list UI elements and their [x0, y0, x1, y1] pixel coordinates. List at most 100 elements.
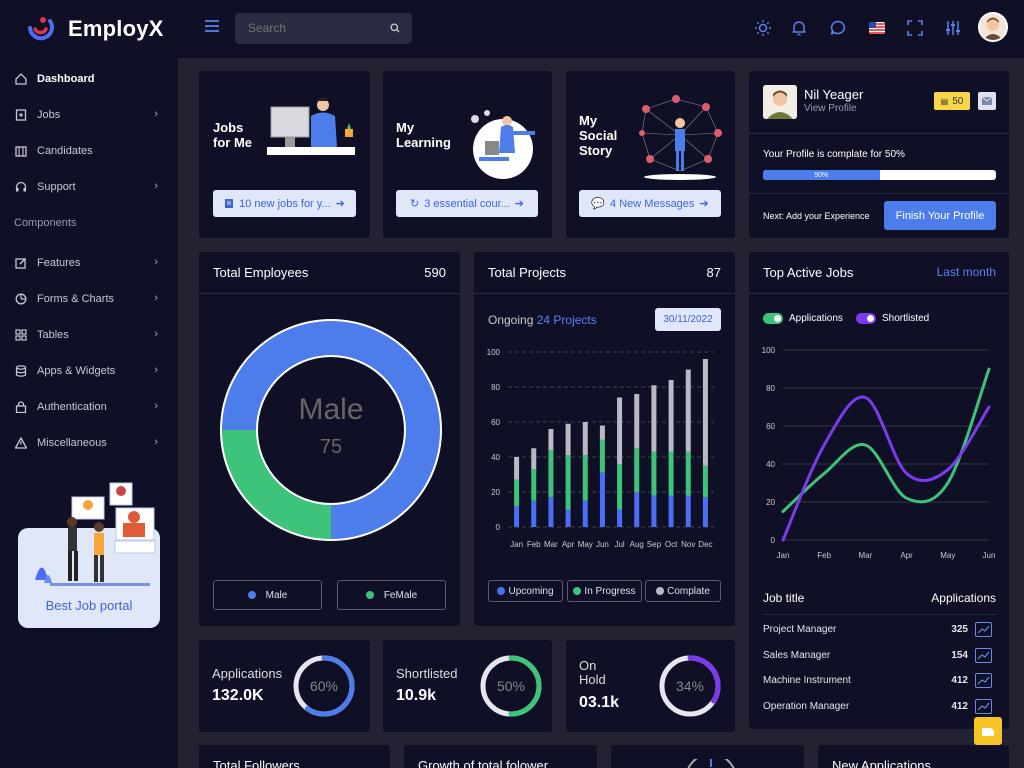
trend-icon[interactable] — [975, 699, 992, 714]
x-tick-label: Apr — [562, 540, 575, 549]
settings-fab[interactable] — [974, 717, 1002, 745]
toggle-label: Applications — [789, 313, 843, 324]
bar-in-progress — [514, 479, 520, 506]
sidebar-item-label: Jobs — [37, 109, 61, 121]
settings-sliders-icon[interactable] — [944, 19, 962, 37]
sidebar-item-apps-widgets[interactable]: Apps & Widgets › — [0, 356, 178, 386]
sidebar-item-dashboard[interactable]: Dashboard — [0, 64, 178, 94]
sidebar-item-label: Forms & Charts — [37, 293, 115, 305]
bar-complate — [651, 385, 657, 452]
stat-value: 132.0K — [212, 687, 264, 704]
table-row[interactable]: Machine Instrument 412 — [763, 673, 996, 691]
projects-card: Total Projects 87 Ongoing 24 Projects 30… — [474, 252, 735, 626]
new-applications-card: New Applications — [818, 745, 1009, 768]
table-row[interactable]: Project Manager 325 — [763, 622, 996, 640]
stat-card-shortlisted: Shortlisted 10.9k 50% — [383, 640, 552, 732]
coin-icon: ▤ — [940, 96, 949, 106]
legend-in-progress[interactable]: In Progress — [567, 580, 642, 602]
bar-upcoming — [634, 492, 640, 527]
sidebar-item-jobs[interactable]: Jobs › — [0, 100, 178, 130]
view-profile-link[interactable]: View Profile — [804, 103, 857, 114]
toggle-shortlisted[interactable]: Shortlisted — [856, 313, 929, 324]
donut-slice-male — [221, 320, 441, 540]
toggle-applications[interactable]: Applications — [763, 313, 843, 324]
promo-card[interactable]: Best Job portal — [18, 528, 160, 628]
finish-profile-button[interactable]: Finish Your Profile — [884, 201, 996, 230]
sidebar-item-label: Authentication — [37, 401, 107, 413]
learning-button[interactable]: ↻ 3 essential cour... ➔ — [396, 190, 538, 217]
search-icon[interactable] — [390, 23, 400, 33]
card-icon — [982, 728, 994, 736]
date-picker[interactable]: 30/11/2022 — [655, 308, 721, 331]
brand-logo[interactable]: EmployX — [26, 12, 164, 46]
ring-percent: 34% — [676, 678, 704, 694]
sidebar-item-tables[interactable]: Tables › — [0, 320, 178, 350]
mail-icon — [982, 97, 992, 105]
table-header-job-title: Job title — [763, 591, 805, 605]
card-title-line: My — [579, 113, 598, 128]
lock-icon — [14, 400, 28, 414]
sidebar-item-authentication[interactable]: Authentication › — [0, 392, 178, 422]
period-selector[interactable]: Last month — [936, 265, 996, 279]
hamburger-menu-icon[interactable] — [204, 19, 220, 33]
profile-progress-text: Your Profile is complate for 50% — [763, 149, 905, 160]
fullscreen-icon[interactable] — [906, 19, 924, 37]
employees-title: Total Employees — [213, 265, 309, 280]
toggle-switch[interactable] — [856, 313, 876, 324]
legend-female[interactable]: FeMale — [337, 580, 446, 610]
top-jobs-title: Top Active Jobs — [763, 265, 854, 280]
trend-icon[interactable] — [975, 673, 992, 688]
sidebar-item-forms-charts[interactable]: Forms & Charts › — [0, 284, 178, 314]
progress-label: 50% — [814, 171, 829, 179]
bar-in-progress — [651, 451, 657, 496]
search-input[interactable] — [248, 21, 378, 35]
coins-badge[interactable]: ▤ 50 — [934, 92, 970, 110]
trend-icon[interactable] — [975, 622, 992, 637]
y-tick-label: 40 — [766, 460, 775, 469]
divider — [749, 293, 1009, 294]
sidebar-item-label: Apps & Widgets — [37, 365, 116, 377]
sidebar-item-miscellaneous[interactable]: Miscellaneous › — [0, 428, 178, 458]
job-title: Project Manager — [763, 624, 837, 635]
legend-complate[interactable]: Complate — [645, 580, 721, 602]
learning-button-label: 3 essential cour... — [424, 197, 510, 210]
chevron-right-icon: › — [154, 292, 158, 304]
x-tick-label: Dec — [698, 540, 712, 549]
jobs-button[interactable]: 10 new jobs for y... ➔ — [213, 190, 356, 217]
us-flag-icon[interactable] — [868, 19, 886, 37]
bar-complate — [617, 397, 623, 464]
ongoing-link[interactable]: 24 Projects — [536, 313, 597, 327]
table-row[interactable]: Sales Manager 154 — [763, 648, 996, 666]
sidebar-item-support[interactable]: Support › — [0, 172, 178, 202]
toggle-switch[interactable] — [763, 313, 783, 324]
sidebar-item-candidates[interactable]: Candidates — [0, 136, 178, 166]
divider — [749, 133, 1009, 134]
sun-icon[interactable] — [754, 19, 772, 37]
chat-icon: 💬 — [591, 198, 606, 210]
ring-progress — [480, 655, 542, 717]
sidebar — [0, 0, 178, 768]
chat-icon[interactable] — [829, 19, 847, 37]
top-jobs-line-chart: 0 20 40 60 80 100 Jan Feb Mar Apr May Jun — [762, 346, 996, 560]
divider — [763, 614, 996, 615]
profile-name: Nil Yeager — [804, 87, 864, 102]
bar-in-progress — [531, 469, 537, 501]
profile-avatar[interactable] — [763, 85, 797, 119]
arrow-right-icon: ➔ — [335, 198, 345, 210]
messages-button[interactable]: 💬 4 New Messages ➔ — [579, 190, 721, 217]
mail-button[interactable] — [978, 92, 996, 110]
bell-icon[interactable] — [790, 19, 808, 37]
coins-value: 50 — [952, 95, 964, 107]
edit-icon — [14, 256, 28, 270]
user-avatar[interactable] — [978, 12, 1008, 42]
search-box[interactable] — [235, 13, 412, 44]
card-title: Total Followers — [213, 758, 300, 768]
bar-upcoming — [548, 497, 554, 527]
legend-upcoming[interactable]: Upcoming — [488, 580, 563, 602]
table-row[interactable]: Operation Manager 412 — [763, 699, 996, 717]
sidebar-item-features[interactable]: Features › — [0, 248, 178, 278]
legend-male[interactable]: Male — [213, 580, 322, 610]
x-tick-label: Feb — [817, 551, 831, 560]
donut-slice-female — [221, 429, 332, 540]
trend-icon[interactable] — [975, 648, 992, 663]
